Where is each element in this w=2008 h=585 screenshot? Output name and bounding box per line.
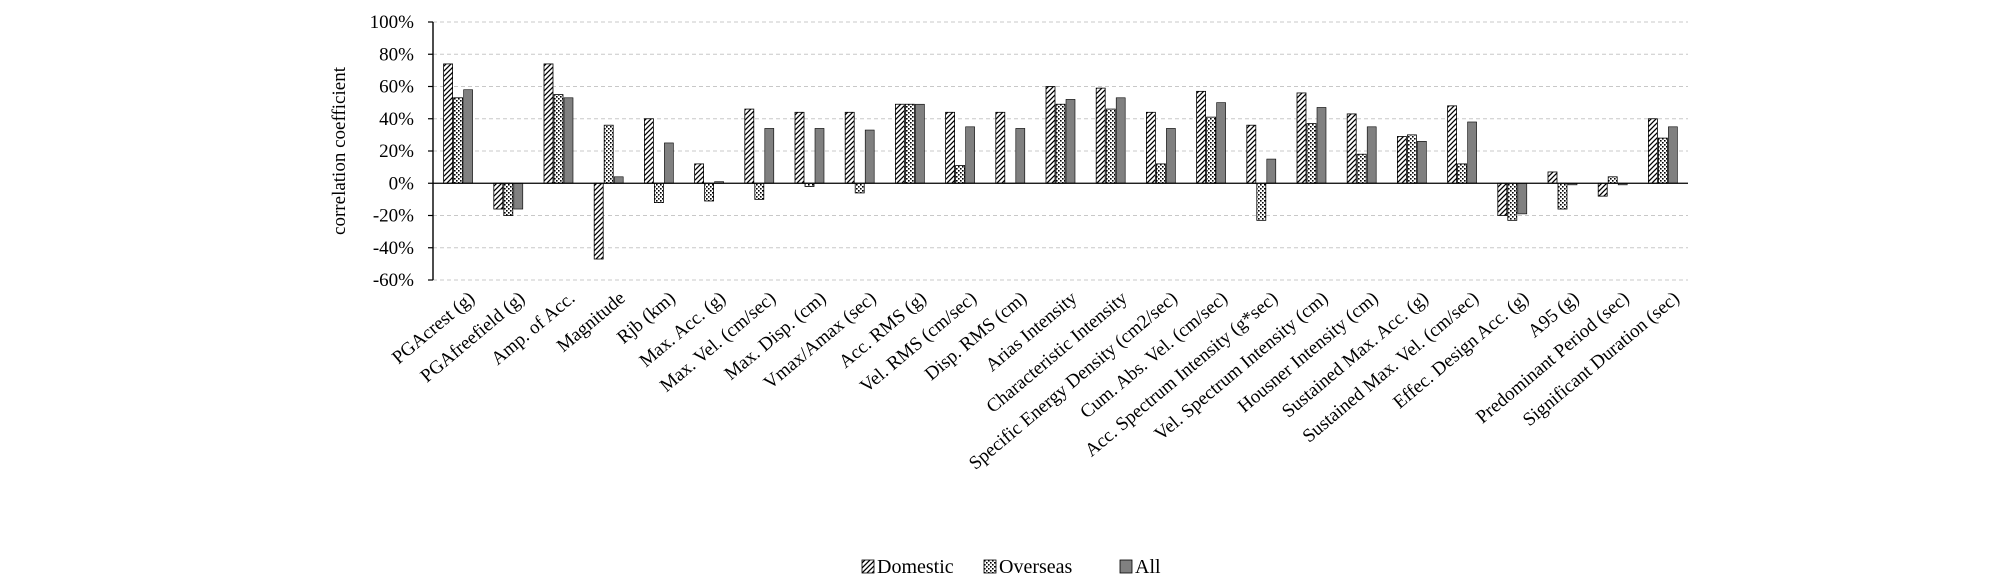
bar-overseas (905, 103, 915, 184)
bar-all (1266, 158, 1277, 184)
bar-all (1668, 126, 1678, 184)
x-tick-labels: PGAcrest (g)PGAfreefield (g)Amp. of Acc.… (388, 287, 1684, 474)
bar-overseas (654, 182, 664, 204)
bar-domestic (744, 108, 755, 184)
gridlines (433, 21, 1688, 281)
y-tick-label: 100% (370, 12, 415, 33)
bar-overseas (1206, 116, 1216, 184)
bar-overseas (1507, 182, 1518, 221)
bar-domestic (895, 103, 905, 184)
legend-label-overseas: Overseas (999, 556, 1073, 578)
bar-overseas (1658, 137, 1668, 184)
y-tick-label: 0% (389, 173, 415, 194)
y-tick-labels: 100% 80% 60% 40% 20% 0% -20% -40% -60% (370, 12, 415, 291)
bar-all (1166, 128, 1176, 184)
bar-all (463, 89, 473, 184)
bar-all (513, 182, 524, 210)
bar-domestic (493, 182, 504, 210)
bar-all (764, 128, 775, 184)
bar-domestic (644, 118, 654, 184)
legend-swatch-all (1119, 559, 1133, 574)
bar-overseas (1256, 182, 1267, 221)
bar-all (1216, 102, 1226, 184)
bar-domestic (1648, 118, 1658, 184)
bar-domestic (794, 111, 805, 184)
y-tick-label: 80% (379, 44, 414, 65)
bar-all (965, 126, 975, 184)
bar-domestic (1346, 113, 1357, 184)
legend-swatch-overseas (983, 559, 997, 574)
bar-overseas (754, 182, 765, 200)
y-tick-label: -60% (373, 270, 414, 291)
bar-domestic (1597, 182, 1608, 197)
bar-overseas (1607, 176, 1618, 184)
legend: Domestic Overseas All (861, 556, 1161, 578)
bar-domestic (443, 63, 454, 184)
bar-domestic (1196, 90, 1206, 184)
bar-overseas (1306, 123, 1317, 184)
bar-domestic (995, 111, 1006, 184)
bar-domestic (1397, 136, 1407, 184)
legend-label-domestic: Domestic (877, 556, 954, 578)
y-tick-label: 20% (379, 141, 414, 162)
legend-label-all: All (1135, 556, 1161, 578)
bar-all (1517, 182, 1528, 215)
bar-all (1065, 99, 1076, 184)
bar-domestic (1447, 105, 1457, 184)
bar-overseas (955, 165, 965, 184)
bars (443, 63, 1678, 260)
bar-all (563, 97, 574, 184)
bar-overseas (1557, 182, 1568, 210)
y-axis-label: correlation coefficient (329, 66, 350, 235)
legend-swatch-domestic (861, 559, 875, 574)
bar-domestic (945, 111, 955, 184)
bar-overseas (1407, 134, 1417, 184)
bar-all (1115, 97, 1126, 184)
y-tick-label: -40% (373, 238, 414, 259)
y-tick-label: -20% (373, 206, 414, 227)
bar-all (915, 103, 925, 184)
y-tick-label: 60% (379, 77, 414, 98)
bar-domestic (1547, 171, 1558, 184)
bar-domestic (1246, 124, 1257, 184)
bar-all (664, 142, 674, 184)
bar-overseas (1105, 108, 1116, 184)
bar-all (864, 129, 875, 184)
bar-overseas (1156, 163, 1166, 184)
bar-overseas (453, 97, 464, 184)
bar-all (1467, 121, 1477, 184)
bar-domestic (694, 163, 704, 184)
bar-all (1417, 141, 1427, 184)
bar-overseas (854, 182, 865, 194)
bar-overseas (553, 94, 564, 184)
bar-domestic (1045, 86, 1056, 184)
bar-overseas (503, 182, 514, 216)
bar-all (1316, 107, 1327, 184)
bar-domestic (1497, 182, 1508, 216)
y-tick-label: 40% (379, 109, 414, 130)
bar-overseas (704, 182, 714, 202)
bar-all (814, 128, 825, 184)
axes (428, 21, 1688, 281)
bar-overseas (1356, 153, 1367, 184)
bar-overseas (1055, 103, 1066, 184)
bar-overseas (603, 124, 614, 184)
bar-all (1366, 126, 1377, 184)
bar-domestic (593, 182, 604, 260)
bar-all (1015, 128, 1026, 184)
bar-overseas (1457, 163, 1467, 184)
bar-domestic (543, 63, 554, 184)
bar-domestic (1146, 111, 1156, 184)
bar-all (613, 176, 624, 184)
bar-domestic (844, 111, 855, 184)
bar-domestic (1296, 92, 1307, 184)
bar-domestic (1095, 87, 1106, 184)
